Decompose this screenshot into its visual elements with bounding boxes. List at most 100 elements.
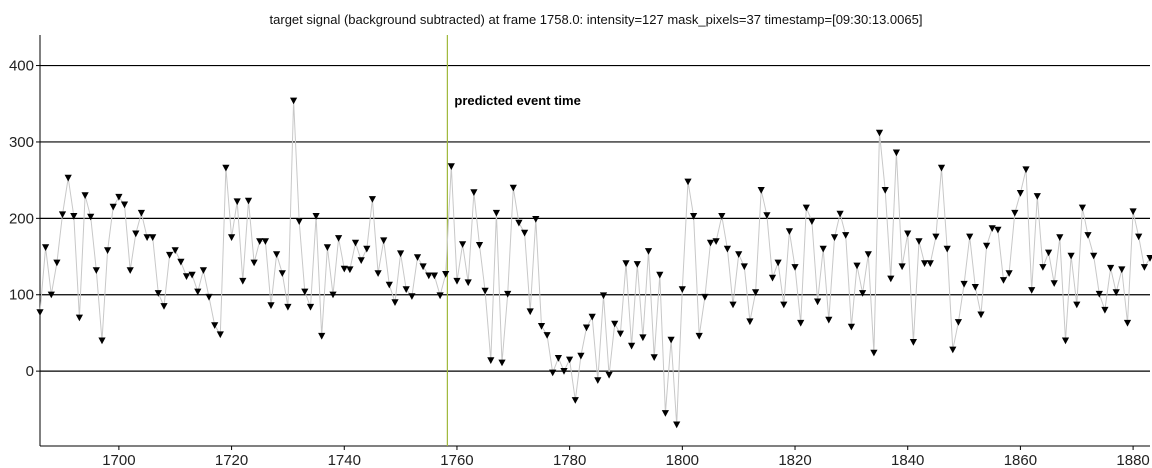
data-point: [1073, 301, 1081, 309]
x-tick-label-1860: 1860: [1004, 452, 1037, 468]
data-point: [875, 129, 884, 137]
data-point: [177, 258, 185, 266]
data-point: [211, 322, 219, 329]
data-point: [453, 277, 461, 285]
data-point: [273, 251, 281, 258]
data-point: [419, 263, 427, 271]
data-point: [346, 266, 354, 274]
data-point: [318, 332, 326, 340]
data-point: [966, 233, 974, 241]
data-point: [622, 260, 630, 267]
data-point: [75, 314, 83, 322]
data-point: [650, 354, 658, 361]
data-point: [498, 359, 506, 367]
data-point: [628, 342, 636, 350]
x-axis-ticks: 1700 1720 1740 1760 1780 1800 1820 1840 1860 1880: [102, 446, 1150, 468]
data-point: [678, 286, 686, 293]
data-point: [335, 235, 343, 242]
x-tick-label-1820: 1820: [778, 452, 811, 468]
data-point: [774, 259, 782, 267]
data-point: [785, 228, 793, 235]
data-point: [250, 259, 258, 267]
data-point: [825, 316, 833, 324]
data-point: [1078, 204, 1086, 212]
data-point: [571, 397, 579, 404]
data-point: [752, 289, 760, 296]
data-point: [549, 369, 557, 377]
data-point: [143, 234, 151, 241]
data-point: [599, 292, 608, 300]
data-point: [977, 311, 985, 319]
x-tick-label-1800: 1800: [666, 452, 699, 468]
data-point: [842, 232, 850, 239]
data-point: [126, 267, 134, 274]
data-point: [1135, 233, 1143, 241]
data-point: [763, 212, 771, 219]
data-point: [830, 234, 839, 241]
x-tick-label-1880: 1880: [1116, 452, 1149, 468]
series-line: [39, 100, 1151, 425]
data-point: [239, 277, 247, 285]
data-point: [847, 323, 855, 331]
data-point: [385, 281, 393, 289]
data-point: [306, 303, 315, 311]
x-tick-label-1720: 1720: [215, 452, 248, 468]
data-point: [1022, 166, 1030, 174]
data-point: [340, 265, 348, 273]
data-point: [470, 189, 478, 196]
y-tick-label-0: 0: [26, 363, 34, 380]
data-point: [661, 410, 669, 417]
data-point: [256, 238, 264, 245]
data-point: [757, 187, 765, 194]
data-point: [594, 377, 602, 384]
data-point: [898, 263, 906, 271]
y-tick-label-300: 300: [9, 134, 34, 151]
data-point: [881, 187, 889, 194]
data-point: [267, 302, 275, 309]
data-point: [363, 245, 371, 253]
data-point: [1146, 255, 1152, 262]
data-point: [673, 421, 681, 429]
data-point: [278, 270, 286, 277]
data-point: [723, 245, 731, 253]
data-point: [222, 164, 230, 172]
data-point: [1033, 193, 1041, 200]
data-point: [870, 349, 878, 357]
data-point: [284, 303, 292, 311]
data-point: [943, 245, 951, 253]
data-point: [47, 291, 55, 299]
data-point: [644, 248, 653, 255]
data-point: [1011, 209, 1019, 217]
data-point: [492, 209, 500, 217]
axes: [39, 35, 1150, 447]
data-point: [554, 355, 562, 362]
data-point: [166, 251, 174, 259]
data-point: [447, 163, 455, 170]
data-point: [1039, 264, 1047, 271]
data-point: [994, 226, 1002, 234]
data-point: [954, 319, 962, 326]
data-point: [53, 259, 61, 267]
data-point: [797, 319, 805, 327]
data-point: [949, 346, 957, 354]
data-point: [459, 241, 467, 248]
data-point: [194, 288, 202, 296]
data-point: [475, 242, 484, 249]
y-tick-label-400: 400: [9, 58, 34, 75]
data-point: [1095, 290, 1103, 298]
data-point: [515, 219, 523, 227]
data-point: [1084, 232, 1092, 239]
data-point: [182, 273, 191, 280]
data-point: [712, 238, 720, 245]
data-point: [233, 198, 241, 206]
data-point: [582, 324, 591, 332]
data-point: [543, 332, 551, 339]
data-point: [667, 336, 675, 344]
data-point: [904, 230, 912, 238]
data-point: [436, 292, 444, 300]
data-point: [70, 213, 78, 220]
x-tick-label-1840: 1840: [891, 452, 924, 468]
data-point: [588, 313, 596, 321]
data-point: [36, 309, 44, 316]
data-point: [380, 237, 388, 245]
